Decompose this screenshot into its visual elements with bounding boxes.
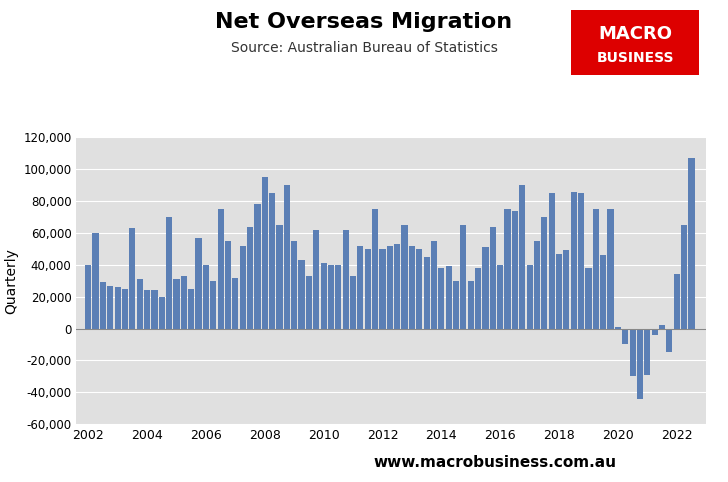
Bar: [416, 249, 422, 329]
Bar: [343, 230, 349, 329]
Bar: [92, 233, 99, 329]
Bar: [446, 267, 452, 329]
Bar: [114, 287, 121, 329]
Bar: [387, 246, 393, 329]
Bar: [247, 227, 253, 329]
Bar: [659, 325, 665, 329]
Bar: [467, 281, 474, 329]
Bar: [681, 225, 687, 329]
Bar: [673, 274, 680, 329]
Bar: [269, 193, 275, 329]
Bar: [100, 282, 106, 329]
Text: MACRO: MACRO: [598, 25, 672, 43]
Bar: [401, 225, 408, 329]
Bar: [151, 290, 157, 329]
Bar: [563, 251, 569, 329]
Bar: [460, 225, 467, 329]
Bar: [122, 289, 128, 329]
Bar: [85, 265, 91, 329]
Bar: [409, 246, 415, 329]
Y-axis label: Quarterly: Quarterly: [4, 248, 17, 314]
Bar: [232, 278, 239, 329]
Bar: [593, 209, 599, 329]
Bar: [689, 158, 695, 329]
Bar: [350, 276, 356, 329]
Bar: [431, 241, 437, 329]
Bar: [630, 329, 636, 376]
Bar: [519, 185, 526, 329]
Text: BUSINESS: BUSINESS: [596, 52, 674, 66]
Bar: [497, 265, 503, 329]
Bar: [291, 241, 297, 329]
Bar: [166, 217, 173, 329]
Bar: [379, 249, 386, 329]
Bar: [438, 268, 444, 329]
Bar: [372, 209, 379, 329]
Bar: [556, 254, 562, 329]
Bar: [644, 329, 650, 375]
Bar: [196, 238, 202, 329]
Bar: [622, 329, 628, 345]
Bar: [666, 329, 673, 352]
Bar: [424, 257, 430, 329]
Bar: [357, 246, 363, 329]
Bar: [107, 285, 114, 329]
Bar: [313, 230, 320, 329]
Bar: [335, 265, 341, 329]
Bar: [549, 193, 555, 329]
Bar: [284, 185, 290, 329]
Bar: [600, 255, 606, 329]
Bar: [453, 281, 459, 329]
Bar: [614, 327, 621, 329]
Bar: [585, 268, 592, 329]
Bar: [254, 204, 261, 329]
Bar: [328, 265, 334, 329]
Bar: [298, 260, 304, 329]
Bar: [394, 244, 400, 329]
Bar: [130, 228, 135, 329]
Bar: [173, 279, 180, 329]
Bar: [490, 227, 496, 329]
Bar: [526, 265, 533, 329]
Bar: [475, 268, 481, 329]
Bar: [571, 191, 577, 329]
Bar: [505, 209, 510, 329]
Bar: [225, 241, 231, 329]
Text: Source: Australian Bureau of Statistics: Source: Australian Bureau of Statistics: [231, 41, 497, 55]
Bar: [652, 329, 658, 335]
Bar: [578, 193, 584, 329]
Bar: [534, 241, 540, 329]
Bar: [188, 289, 194, 329]
Bar: [218, 209, 223, 329]
Bar: [210, 281, 216, 329]
Bar: [306, 276, 312, 329]
Bar: [137, 279, 143, 329]
Bar: [277, 225, 282, 329]
Text: Net Overseas Migration: Net Overseas Migration: [215, 12, 513, 32]
Bar: [320, 263, 327, 329]
Bar: [159, 297, 165, 329]
Bar: [240, 246, 246, 329]
Text: www.macrobusiness.com.au: www.macrobusiness.com.au: [373, 455, 617, 470]
Bar: [365, 249, 371, 329]
Bar: [483, 247, 488, 329]
Bar: [512, 211, 518, 329]
Bar: [203, 265, 209, 329]
Bar: [541, 217, 547, 329]
Bar: [261, 177, 268, 329]
Bar: [607, 209, 614, 329]
Bar: [637, 329, 643, 399]
Bar: [181, 276, 187, 329]
Bar: [144, 290, 150, 329]
